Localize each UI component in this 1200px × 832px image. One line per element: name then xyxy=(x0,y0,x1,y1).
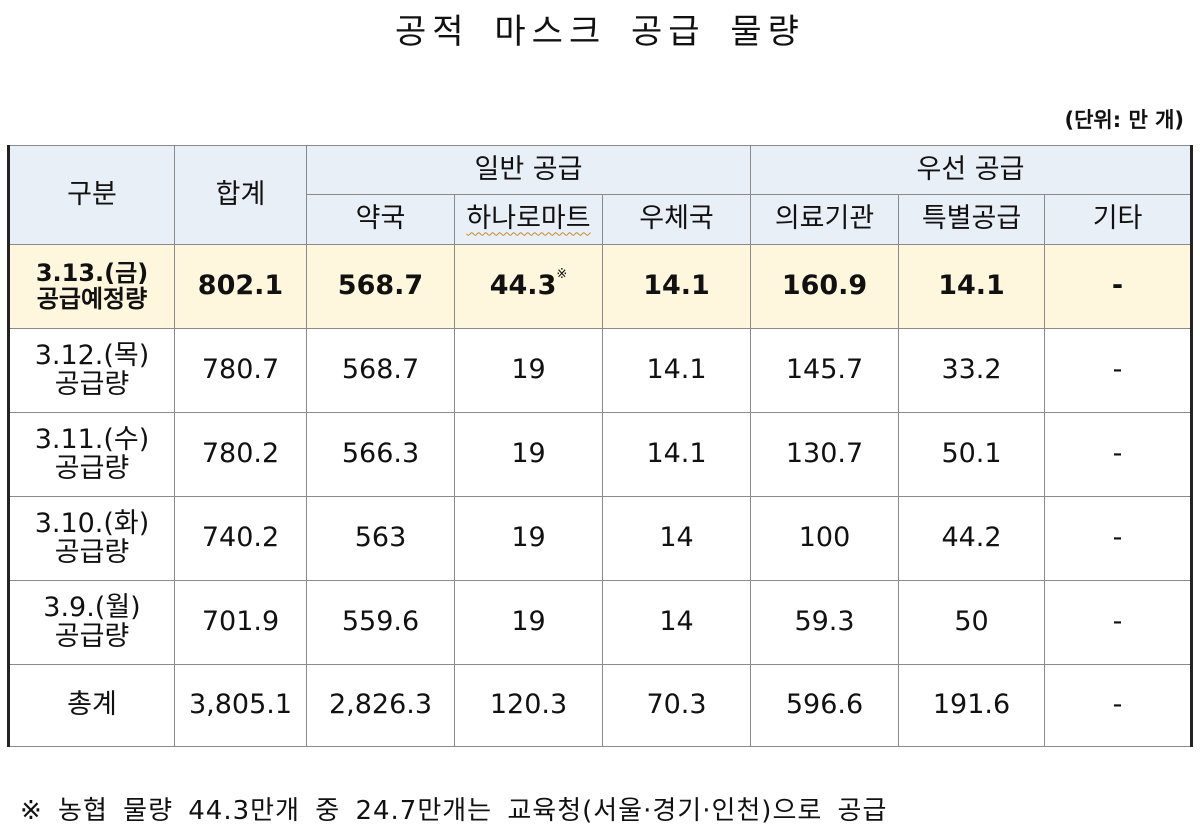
cell-post-office: 14.1 xyxy=(601,412,752,497)
row-total: 701.9 xyxy=(174,580,307,665)
row-date: 3.13.(금) xyxy=(35,259,149,288)
row-date: 3.10.(화) xyxy=(34,508,150,540)
header-row-top: 구분 합계 일반 공급 우선 공급 xyxy=(7,145,1194,245)
row-total: 740.2 xyxy=(174,496,307,581)
row-total: 780.2 xyxy=(174,412,307,497)
table-row: 3.9.(월) 공급량 701.9 559.6 19 14 59.3 50 - xyxy=(7,580,1194,665)
table-row: 3.13.(금) 공급예정량 802.1 568.7 44.3※ 14.1 16… xyxy=(7,244,1194,329)
footnote: ※ 농협 물량 44.3만개 중 24.7만개는 교육청(서울·경기·인천)으로… xyxy=(20,796,888,826)
cell-pharmacy: 568.7 xyxy=(306,328,455,413)
cell-special-supply: 14.1 xyxy=(898,244,1046,329)
row-date: 3.12.(목) xyxy=(34,340,150,372)
cell-post-office: 14.1 xyxy=(601,328,752,413)
cell-post-office: 14 xyxy=(601,580,752,665)
cell-other: - xyxy=(1044,244,1194,329)
cell-hanaro-mart: 19 xyxy=(454,496,603,581)
totals-post-office: 70.3 xyxy=(601,664,752,747)
row-date: 3.9.(월) xyxy=(43,592,141,624)
cell-hanaro-mart: 19 xyxy=(454,328,603,413)
header-category: 구분 xyxy=(7,145,175,245)
cell-medical-institution: 100 xyxy=(750,496,900,581)
cell-other: - xyxy=(1044,496,1194,581)
cell-special-supply: 50 xyxy=(898,580,1046,665)
row-total: 802.1 xyxy=(174,244,307,329)
row-label: 3.10.(화) 공급량 xyxy=(7,496,175,581)
row-label: 3.12.(목) 공급량 xyxy=(7,328,175,413)
row-label: 3.13.(금) 공급예정량 xyxy=(7,244,175,329)
header-other: 기타 xyxy=(1044,194,1194,245)
supply-table: 구분 합계 일반 공급 우선 공급 약국 하나로마트 우체국 의료기관 특별공급… xyxy=(7,145,1194,747)
row-date: 3.11.(수) xyxy=(34,424,150,456)
cell-pharmacy: 559.6 xyxy=(306,580,455,665)
cell-pharmacy: 566.3 xyxy=(306,412,455,497)
row-type: 공급량 xyxy=(54,620,130,652)
header-special-supply: 특별공급 xyxy=(898,194,1046,245)
cell-hanaro-mart: 44.3※ xyxy=(454,244,603,329)
page-title: 공적 마스크 공급 물량 xyxy=(395,12,805,52)
cell-post-office: 14.1 xyxy=(601,244,752,329)
header-row-sub: 약국 하나로마트 우체국 의료기관 특별공급 기타 xyxy=(9,194,1194,245)
header-hanaro-mart: 하나로마트 xyxy=(454,194,603,245)
row-type: 공급량 xyxy=(54,452,130,484)
cell-medical-institution: 59.3 xyxy=(750,580,900,665)
cell-special-supply: 44.2 xyxy=(898,496,1046,581)
cell-medical-institution: 130.7 xyxy=(750,412,900,497)
totals-row: 총계 3,805.1 2,826.3 120.3 70.3 596.6 191.… xyxy=(7,664,1194,747)
header-post-office: 우체국 xyxy=(601,194,752,245)
cell-other: - xyxy=(1044,412,1194,497)
cell-pharmacy: 568.7 xyxy=(306,244,455,329)
cell-special-supply: 50.1 xyxy=(898,412,1046,497)
cell-medical-institution: 145.7 xyxy=(750,328,900,413)
cell-hanaro-value: 44.3 xyxy=(489,270,557,302)
header-pharmacy: 약국 xyxy=(306,194,455,245)
totals-total: 3,805.1 xyxy=(174,664,307,747)
totals-hanaro-mart: 120.3 xyxy=(454,664,603,747)
table-row: 3.11.(수) 공급량 780.2 566.3 19 14.1 130.7 5… xyxy=(7,412,1194,497)
hanaro-mart-label: 하나로마트 xyxy=(466,203,591,235)
header-total: 합계 xyxy=(174,145,307,245)
header-general-supply: 일반 공급 xyxy=(305,145,752,195)
cell-hanaro-mart: 19 xyxy=(454,580,603,665)
row-type: 공급예정량 xyxy=(36,284,148,313)
totals-other: - xyxy=(1044,664,1194,747)
cell-post-office: 14 xyxy=(601,496,752,581)
row-label: 3.9.(월) 공급량 xyxy=(7,580,175,665)
row-label: 3.11.(수) 공급량 xyxy=(7,412,175,497)
header-medical-institution: 의료기관 xyxy=(750,194,900,245)
cell-pharmacy: 563 xyxy=(306,496,455,581)
cell-other: - xyxy=(1044,328,1194,413)
totals-pharmacy: 2,826.3 xyxy=(306,664,455,747)
cell-hanaro-mart: 19 xyxy=(454,412,603,497)
row-total: 780.7 xyxy=(174,328,307,413)
table-row: 3.10.(화) 공급량 740.2 563 19 14 100 44.2 - xyxy=(7,496,1194,581)
table-row: 3.12.(목) 공급량 780.7 568.7 19 14.1 145.7 3… xyxy=(7,328,1194,413)
cell-special-supply: 33.2 xyxy=(898,328,1046,413)
totals-medical-institution: 596.6 xyxy=(750,664,900,747)
totals-label: 총계 xyxy=(7,664,175,747)
cell-medical-institution: 160.9 xyxy=(750,244,900,329)
totals-special-supply: 191.6 xyxy=(898,664,1046,747)
row-type: 공급량 xyxy=(54,536,130,568)
footnote-mark: ※ xyxy=(556,267,568,283)
header-priority-supply: 우선 공급 xyxy=(750,145,1194,195)
row-type: 공급량 xyxy=(54,368,130,400)
unit-label: (단위: 만 개) xyxy=(1064,108,1185,132)
cell-other: - xyxy=(1044,580,1194,665)
